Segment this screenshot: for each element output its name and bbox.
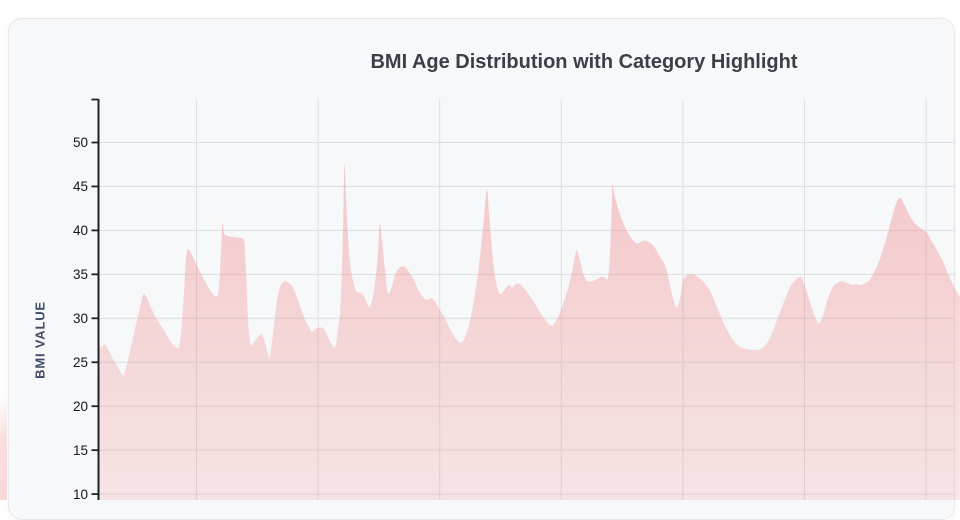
y-tick-label: 40 xyxy=(73,223,88,238)
area-left-edge-bleed xyxy=(0,395,7,500)
y-tick-label: 10 xyxy=(73,487,88,500)
page: { "header": { "title": "BMI Age Distribu… xyxy=(0,18,960,520)
bmi-area-series xyxy=(99,163,960,500)
y-tick-label: 15 xyxy=(73,443,88,458)
y-axis-title: BMI VALUE xyxy=(32,301,48,379)
y-tick-label: 30 xyxy=(73,311,88,326)
y-tick-label: 25 xyxy=(73,355,88,370)
chart-title: BMI Age Distribution with Category Highl… xyxy=(370,51,798,73)
y-tick-label: 20 xyxy=(73,399,88,414)
bmi-area-chart: 50 45 40 35 30 25 20 15 10 xyxy=(73,98,960,500)
y-tick-label: 50 xyxy=(73,135,88,150)
y-tick-label: 45 xyxy=(73,179,88,194)
y-tick-label: 35 xyxy=(73,267,88,282)
